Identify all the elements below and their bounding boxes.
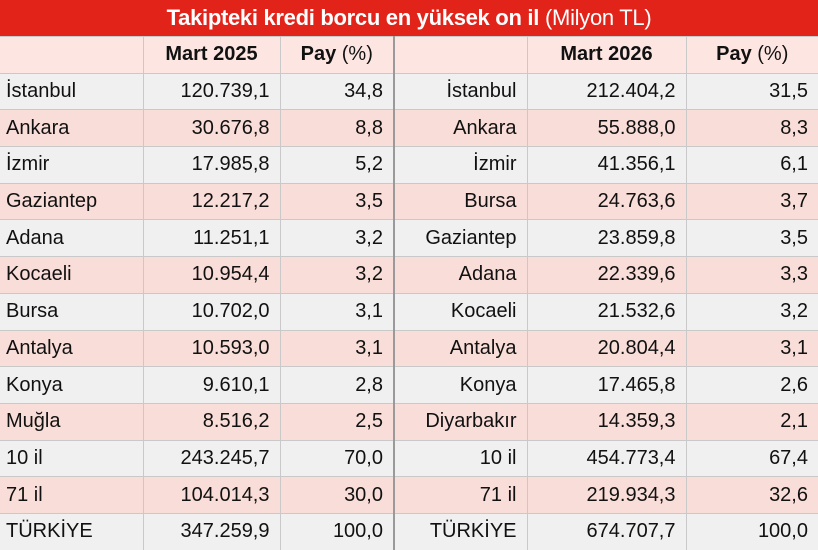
right-value-cell: 454.773,4 [526,439,687,478]
left-share-cell: 8,8 [279,109,395,148]
right-value-cell: 14.359,3 [526,402,687,441]
right-province-cell: Kocaeli [393,292,528,331]
right-share-cell: 67,4 [685,439,818,478]
left-value-cell: 9.610,1 [142,366,281,404]
right-share-cell: 2,1 [685,402,818,441]
table-unit: (Milyon TL) [545,5,652,30]
table-row: İstanbul 120.739,1 34,8 İstanbul 212.404,2 31… [0,72,818,111]
left-province-cell: 71 il [0,476,144,514]
right-value-cell: 22.339,6 [526,256,687,294]
right-share-cell: 32,6 [685,476,818,514]
right-province-cell: Gaziantep [393,219,528,258]
left-share-cell: 3,5 [279,182,395,221]
right-province-cell: Diyarbakır [393,402,528,441]
right-province-cell: Adana [393,256,528,294]
left-province-cell: Gaziantep [0,182,144,221]
right-province-cell: İzmir [393,146,528,184]
table-row: 71 il 104.014,3 30,0 71 il 219.934,3 32,6 [0,476,818,514]
left-share-cell: 34,8 [279,72,395,111]
left-share-cell: 3,1 [279,329,395,368]
left-share-cell: 5,2 [279,146,395,184]
header-right-name [393,36,528,74]
left-value-cell: 11.251,1 [142,219,281,258]
table-row: Konya 9.610,1 2,8 Konya 17.465,8 2,6 [0,366,818,404]
credit-debt-table: Mart 2025 Pay (%) Mart 2026 Pay (%) İsta… [0,36,818,550]
table-row: İzmir 17.985,8 5,2 İzmir 41.356,1 6,1 [0,146,818,184]
table-row: Adana 11.251,1 3,2 Gaziantep 23.859,8 3,5 [0,219,818,258]
left-province-cell: Ankara [0,109,144,148]
header-pay-label: Pay [300,43,337,66]
right-province-cell: 10 il [393,439,528,478]
table-row: Kocaeli 10.954,4 3,2 Adana 22.339,6 3,3 [0,256,818,294]
table-title: Takipteki kredi borcu en yüksek on il [166,5,540,30]
left-value-cell: 104.014,3 [142,476,281,514]
right-share-cell: 3,7 [685,182,818,221]
right-province-cell: Ankara [393,109,528,148]
right-share-cell: 6,1 [685,146,818,184]
right-share-cell: 3,1 [685,329,818,368]
left-share-cell: 2,5 [279,402,395,441]
right-share-cell: 3,3 [685,256,818,294]
right-share-cell: 3,2 [685,292,818,331]
table-row: Ankara 30.676,8 8,8 Ankara 55.888,0 8,3 [0,109,818,148]
right-province-cell: Konya [393,366,528,404]
right-value-cell: 55.888,0 [526,109,687,148]
header-mart-2025: Mart 2025 [142,36,281,74]
left-share-cell: 3,1 [279,292,395,331]
right-share-cell: 8,3 [685,109,818,148]
right-value-cell: 24.763,6 [526,182,687,221]
left-province-cell: Kocaeli [0,256,144,294]
right-province-cell: Antalya [393,329,528,368]
table-row: Bursa 10.702,0 3,1 Kocaeli 21.532,6 3,2 [0,292,818,331]
left-value-cell: 243.245,7 [142,439,281,478]
right-province-cell: İstanbul [393,72,528,111]
right-province-cell: Bursa [393,182,528,221]
table-row: 10 il 243.245,7 70,0 10 il 454.773,4 67,4 [0,439,818,478]
left-value-cell: 8.516,2 [142,402,281,441]
left-province-cell: İstanbul [0,72,144,111]
header-pct-label: (%) [341,43,373,66]
right-value-cell: 212.404,2 [526,72,687,111]
table-row: Antalya 10.593,0 3,1 Antalya 20.804,4 3,1 [0,329,818,368]
header-left-name [0,36,144,74]
left-value-cell: 120.739,1 [142,72,281,111]
right-value-cell: 20.804,4 [526,329,687,368]
left-value-cell: 17.985,8 [142,146,281,184]
header-pay-left: Pay (%) [279,36,395,74]
left-share-cell: 3,2 [279,219,395,258]
right-value-cell: 21.532,6 [526,292,687,331]
right-share-cell: 31,5 [685,72,818,111]
left-share-cell: 30,0 [279,476,395,514]
right-share-cell: 3,5 [685,219,818,258]
left-province-cell: Adana [0,219,144,258]
right-share-cell: 2,6 [685,366,818,404]
left-value-cell: 30.676,8 [142,109,281,148]
left-province-cell: İzmir [0,146,144,184]
header-pct-label: (%) [757,43,789,66]
table-row: Gaziantep 12.217,2 3,5 Bursa 24.763,6 3,7 [0,182,818,221]
left-value-cell: 10.593,0 [142,329,281,368]
header-mart-2026: Mart 2026 [526,36,687,74]
left-value-cell: 10.702,0 [142,292,281,331]
header-row: Mart 2025 Pay (%) Mart 2026 Pay (%) [0,36,818,74]
left-province-cell: Antalya [0,329,144,368]
left-province-cell: Konya [0,366,144,404]
left-province-cell: Muğla [0,402,144,441]
header-pay-right: Pay (%) [685,36,818,74]
table-row: Muğla 8.516,2 2,5 Diyarbakır 14.359,3 2,1 [0,402,818,441]
header-pay-label: Pay [716,43,752,66]
left-province-cell: 10 il [0,439,144,478]
left-share-cell: 3,2 [279,256,395,294]
right-value-cell: 41.356,1 [526,146,687,184]
table-title-bar: Takipteki kredi borcu en yüksek on il (M… [0,0,818,36]
right-value-cell: 23.859,8 [526,219,687,258]
right-value-cell: 219.934,3 [526,476,687,514]
left-value-cell: 12.217,2 [142,182,281,221]
right-province-cell: 71 il [393,476,528,514]
left-province-cell: Bursa [0,292,144,331]
right-value-cell: 17.465,8 [526,366,687,404]
left-value-cell: 10.954,4 [142,256,281,294]
left-share-cell: 70,0 [279,439,395,478]
left-share-cell: 2,8 [279,366,395,404]
